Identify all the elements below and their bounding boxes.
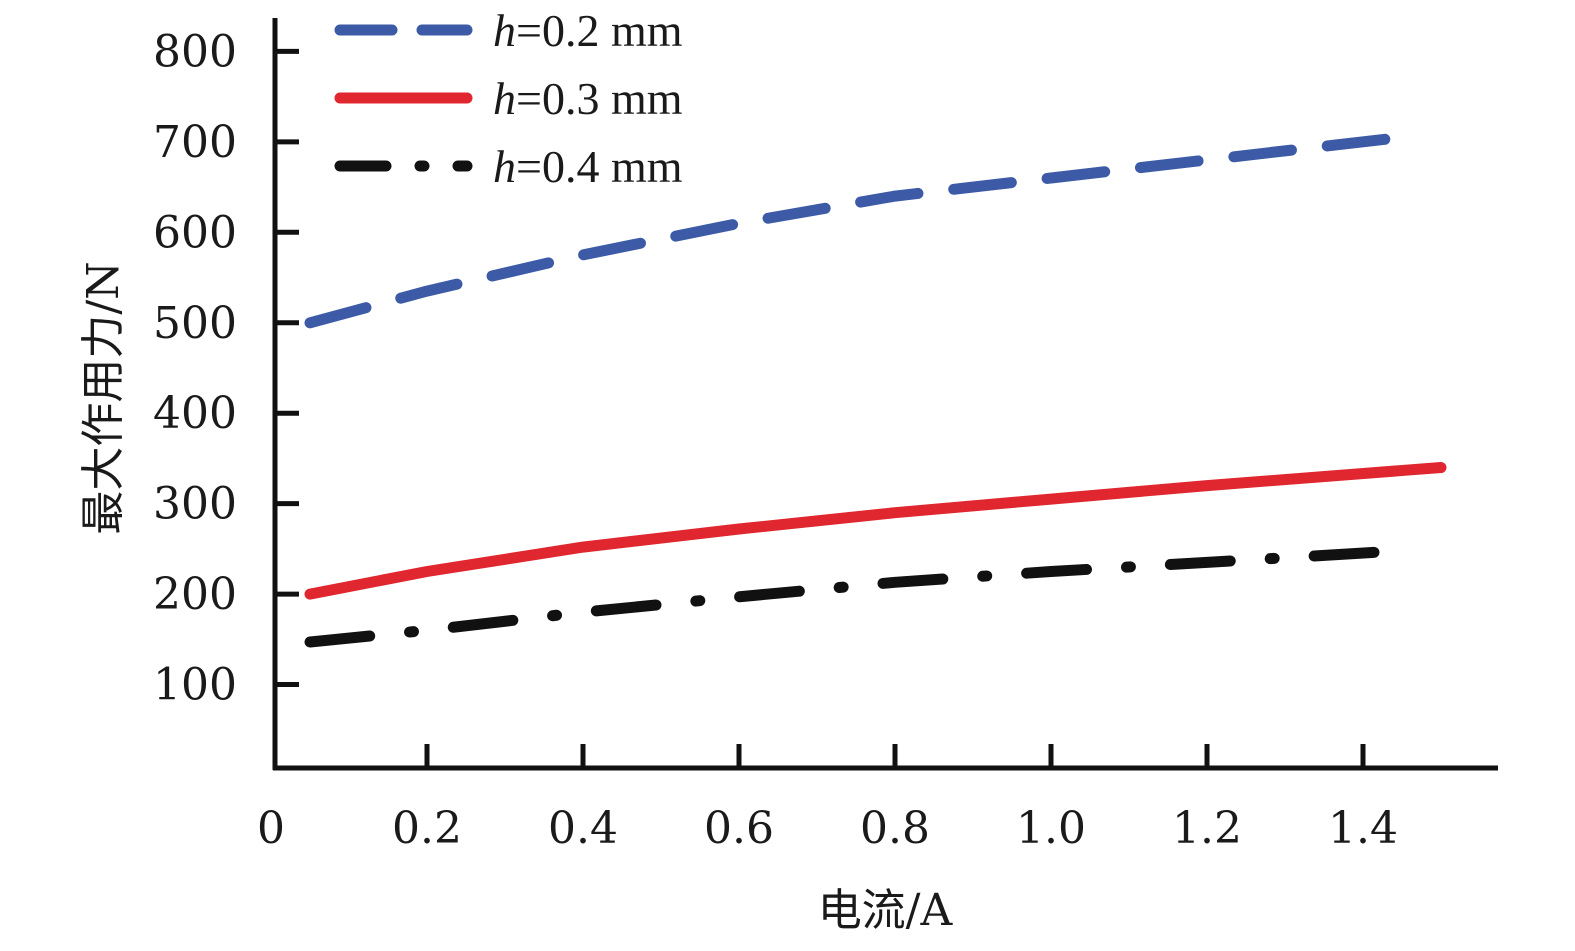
x-ticks: 0 0.2 0.4 0.6 0.8 1.0 1.2 1.4 [257, 744, 1398, 854]
series-line-0 [304, 131, 1408, 329]
x-tick-label: 0.6 [704, 803, 774, 854]
series-line-1 [304, 462, 1447, 600]
legend-symbol: h [493, 141, 516, 192]
y-tick-label: 700 [153, 117, 237, 168]
x-axis-title: 电流/A [818, 885, 954, 936]
legend-label-2: h=0.4 mm [493, 141, 683, 192]
y-tick-label: 600 [153, 207, 237, 258]
x-tick-label: 0.4 [548, 803, 618, 854]
legend-label-1: h=0.3 mm [493, 73, 683, 124]
x-tick-label: 1.0 [1016, 803, 1086, 854]
x-tick-label: 1.4 [1328, 803, 1398, 854]
x-tick-label: 0.2 [392, 803, 462, 854]
x-tick-label: 0 [257, 803, 285, 854]
legend: h=0.2 mmh=0.3 mmh=0.4 mm [334, 5, 683, 192]
y-tick-label: 100 [153, 660, 237, 711]
y-tick-label: 400 [153, 388, 237, 439]
y-tick-label: 200 [153, 569, 237, 620]
legend-symbol: h [493, 73, 516, 124]
legend-symbol: h [493, 5, 516, 56]
legend-value: =0.3 mm [516, 73, 683, 124]
series-line-2 [304, 545, 1408, 648]
x-tick-label: 0.8 [860, 803, 930, 854]
y-tick-label: 300 [153, 479, 237, 530]
legend-label-0: h=0.2 mm [493, 5, 683, 56]
y-ticks: 100 200 300 400 500 600 700 800 [153, 26, 299, 711]
y-axis-title: 最大作用力/N [78, 261, 129, 534]
axes [272, 18, 1498, 771]
legend-value: =0.4 mm [516, 141, 683, 192]
y-tick-label: 800 [153, 26, 237, 77]
y-tick-label: 500 [153, 298, 237, 349]
series-layer [304, 131, 1447, 648]
x-tick-label: 1.2 [1172, 803, 1242, 854]
legend-value: =0.2 mm [516, 5, 683, 56]
